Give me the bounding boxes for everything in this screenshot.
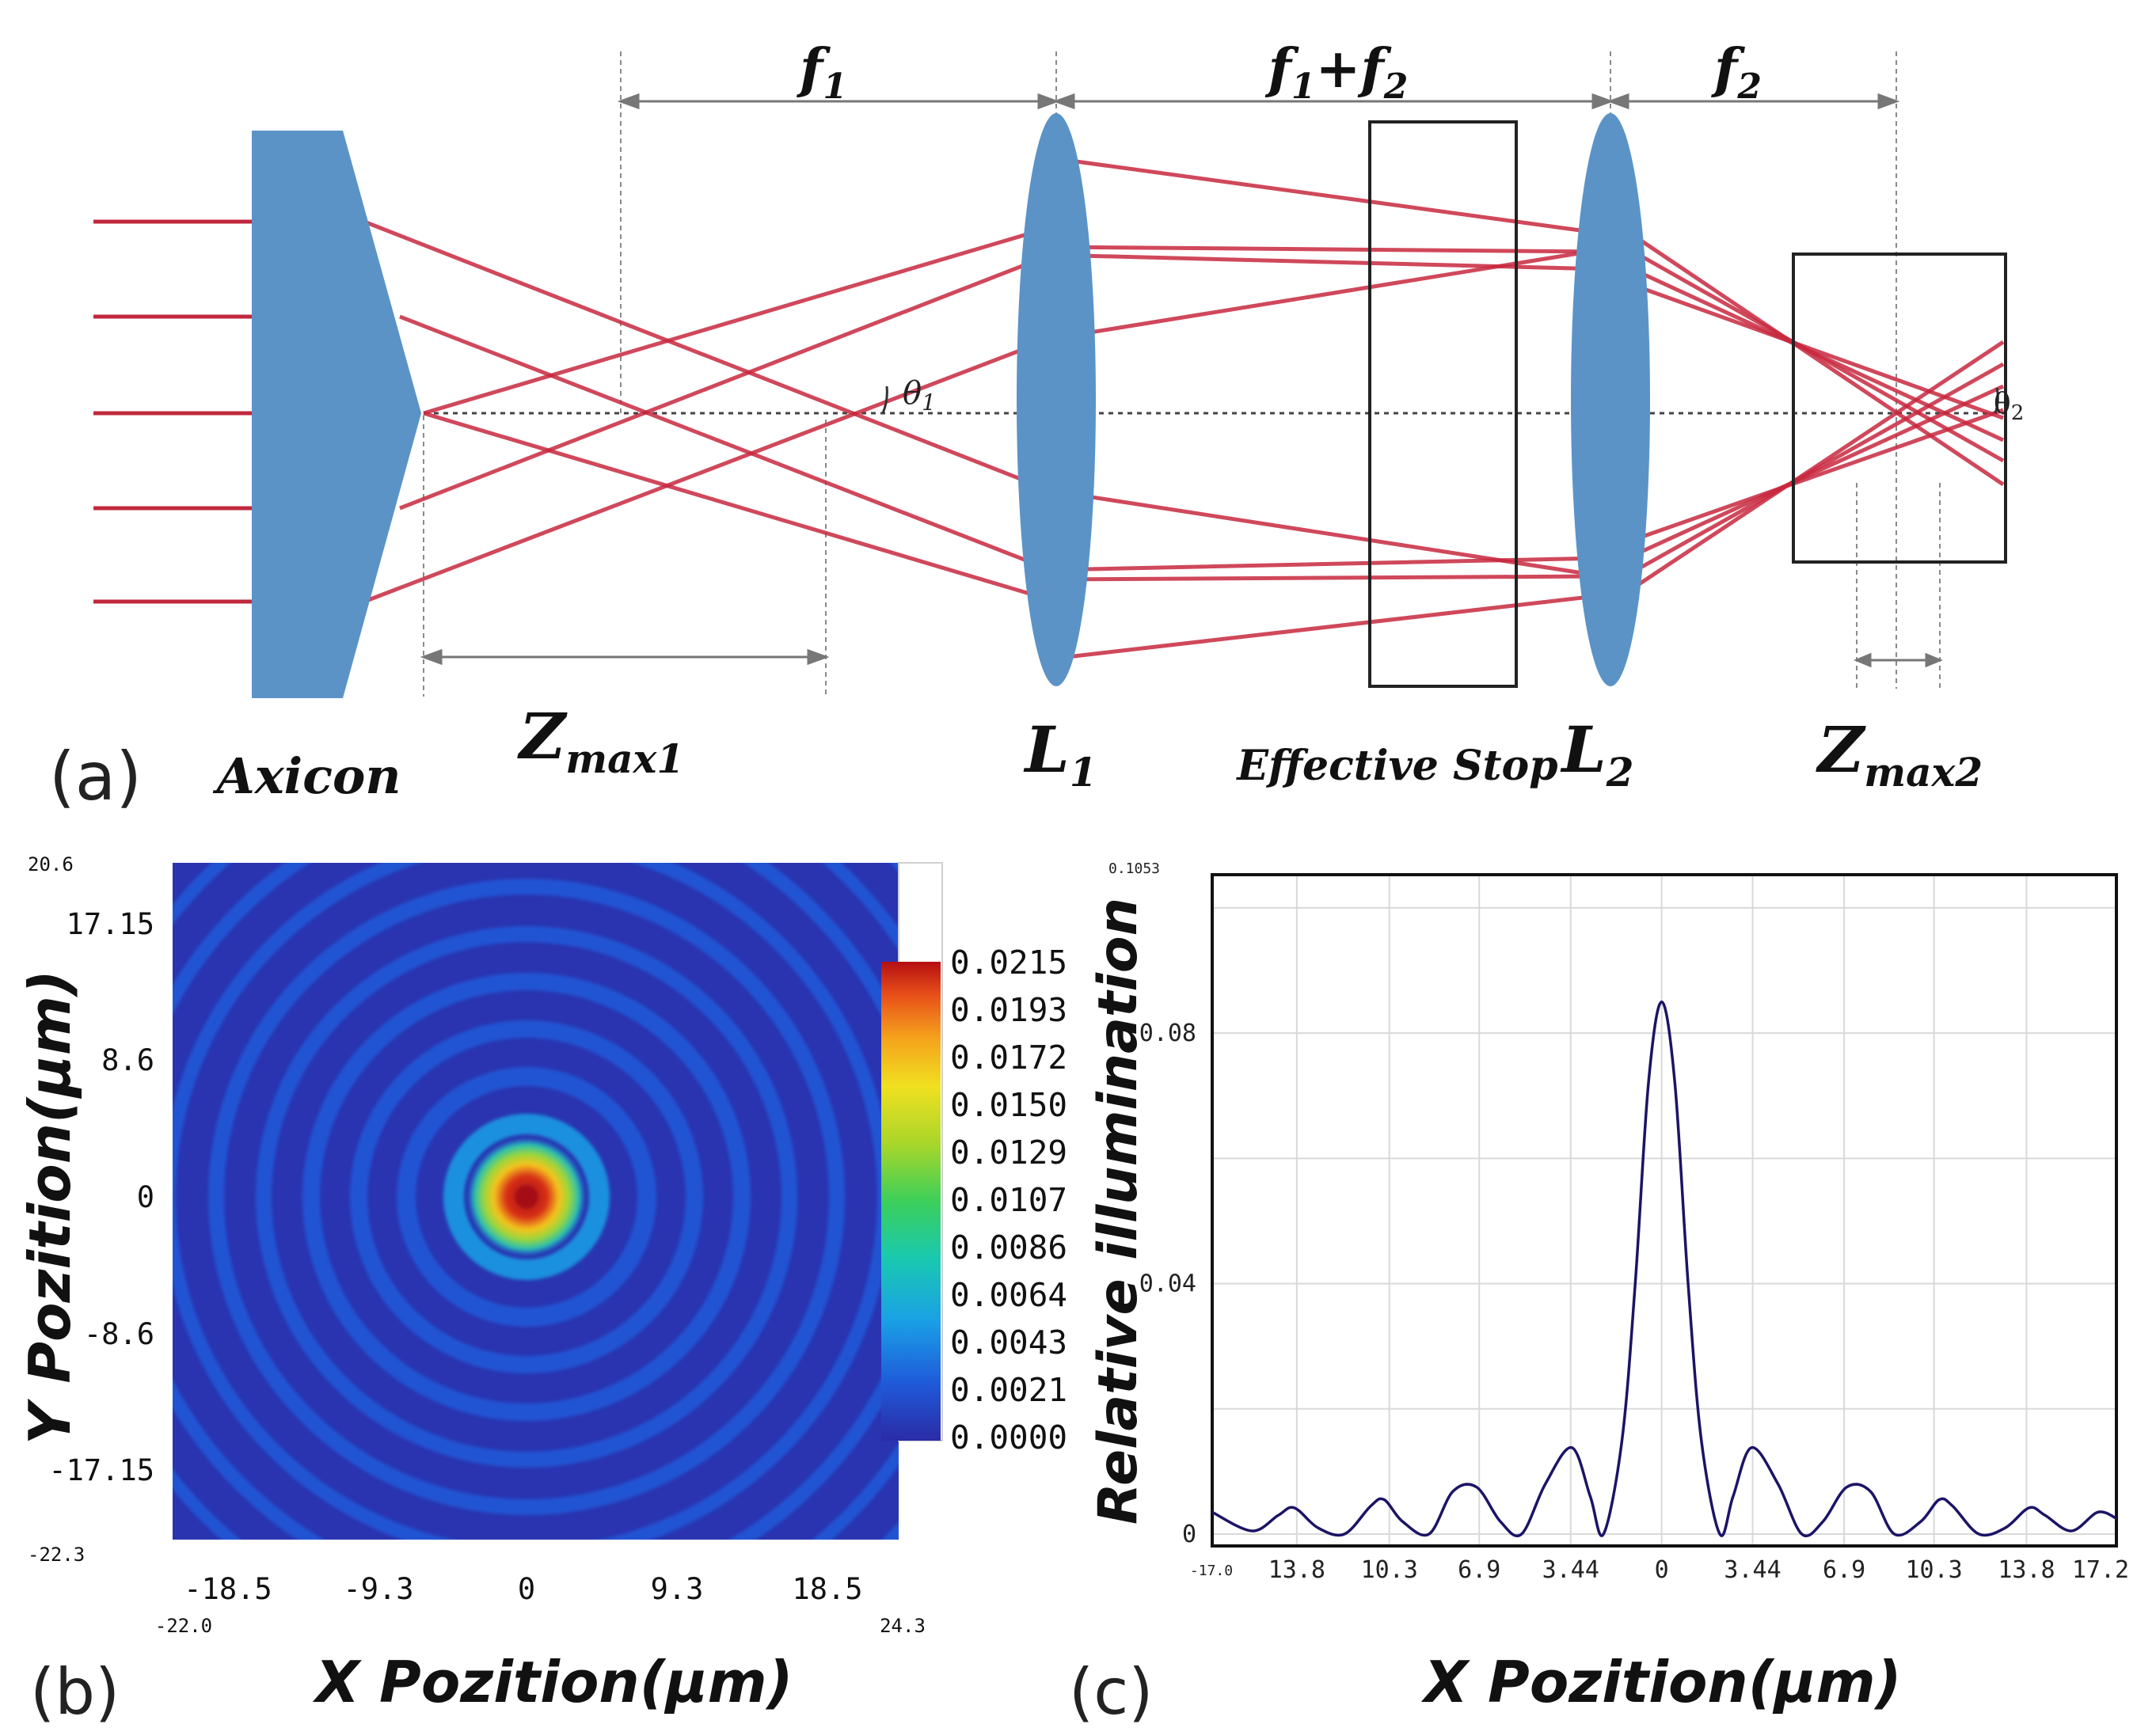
intensity-ring: [443, 1114, 610, 1280]
plot-grid: [1212, 875, 2117, 1546]
theta2-label: θ2: [1994, 388, 2024, 425]
x-tick: -9.3: [343, 1572, 413, 1606]
y-tick: 8.6: [101, 1043, 154, 1077]
x-axis-ticks: -18.5 -9.3 0 9.3 18.5 -22.0 24.3: [155, 1572, 926, 1637]
x-tick-label: 3.44: [1542, 1556, 1599, 1584]
panel-b-ylabel: Y Pozition(μm): [17, 970, 83, 1445]
central-peak: [515, 1185, 538, 1209]
zmax1-label: Zmax1: [517, 699, 684, 782]
y-tick-label: 0.04: [1139, 1270, 1196, 1298]
intensity-ring: [256, 926, 797, 1468]
x-ticks: 13.8 10.3 6.9 3.44 0 3.44 6.9 10.3 13.8 17.2: [1268, 1556, 2129, 1584]
colorbar-label: 0.0086: [950, 1229, 1067, 1267]
y-tick-label: 0: [1182, 1521, 1196, 1548]
x-tick: 18.5: [792, 1572, 862, 1606]
intensity-ring: [350, 1020, 703, 1373]
panel-a-label: (a): [49, 738, 142, 815]
colorbar-label: 0.0000: [950, 1418, 1067, 1456]
x-tick: -18.5: [184, 1572, 272, 1606]
x-tick-label: 13.8: [1268, 1556, 1325, 1584]
x-tick-label: 13.8: [1998, 1556, 2055, 1584]
incident-rays: [93, 219, 253, 604]
theta1-label: θ1: [903, 375, 936, 416]
y-axis-ticks: 20.6 17.15 8.6 0 -8.6 -17.15 -22.3: [28, 853, 154, 1566]
x-tick-label: 10.3: [1361, 1556, 1418, 1584]
y-tick: -17.15: [48, 1453, 154, 1487]
x-extent-left: -22.0: [155, 1615, 212, 1637]
colorbar-label: 0.0215: [950, 944, 1067, 982]
y-tick: 0: [137, 1180, 154, 1214]
colorbar-label: 0.0107: [950, 1181, 1067, 1219]
panel-a-optical-diagram: f1 f1+f2 f2 θ1 θ2 (a) Axicon Zmax1 L1 Ef…: [49, 37, 2024, 815]
f2-label: f2: [1711, 37, 1762, 107]
colorbar: [881, 962, 941, 1441]
l2-label: L2: [1560, 712, 1633, 796]
panel-b-xlabel: X Pozition(μm): [312, 1649, 793, 1715]
x-tick-label: 10.3: [1905, 1556, 1962, 1584]
f1-label: f1: [797, 37, 847, 107]
intensity-ring: [208, 879, 845, 1515]
panel-b-intensity-map: 0.0215 0.0193 0.0172 0.0150 0.0129 0.010…: [17, 853, 1067, 1728]
effective-stop-box: [1368, 120, 1518, 688]
y-ticks: 0 0.04 0.08: [1139, 1020, 1196, 1548]
colorbar-label: 0.0043: [950, 1324, 1067, 1362]
lens-l2: [1571, 113, 1650, 686]
colorbar-label: 0.0193: [950, 991, 1067, 1029]
colorbar-label: 0.0172: [950, 1039, 1067, 1077]
x-tick-label: 6.9: [1823, 1556, 1865, 1584]
plot-frame: [1211, 873, 2118, 1548]
x-min-label: -17.0: [1190, 1563, 1233, 1579]
x-extent-right: 24.3: [880, 1615, 926, 1637]
relayed-rays: [363, 156, 2005, 661]
l1-label: L1: [1023, 712, 1097, 796]
panel-c-xlabel: X Pozition(μm): [1420, 1649, 1901, 1715]
zmax2-region-box: [1792, 253, 2007, 564]
zmax2-label: Zmax2: [1816, 712, 1983, 796]
x-tick: 9.3: [651, 1572, 704, 1606]
intensity-ring: [397, 1067, 656, 1327]
dimension-arrows: [420, 93, 1943, 668]
y-extent-bottom: -22.3: [28, 1544, 85, 1566]
panel-c-line-chart: 13.8 10.3 6.9 3.44 0 3.44 6.9 10.3 13.8 17.2 0 0.0…: [1069, 860, 2129, 1728]
dimension-guides: [423, 51, 1941, 697]
x-tick-label: 0: [1655, 1556, 1669, 1584]
colorbar-labels: 0.0215 0.0193 0.0172 0.0150 0.0129 0.010…: [950, 944, 1067, 1456]
x-tick-label: 3.44: [1724, 1556, 1781, 1584]
y-max-label: 0.1053: [1108, 860, 1160, 877]
y-tick: -8.6: [84, 1317, 154, 1351]
x-tick-label: 17.2: [2072, 1556, 2129, 1584]
intensity-ring: [302, 973, 751, 1421]
y-tick: 17.15: [67, 907, 154, 941]
panel-c-label: (c): [1069, 1655, 1153, 1728]
axicon-label: Axicon: [213, 747, 401, 805]
panel-b-label: (b): [30, 1655, 120, 1728]
colorbar-label: 0.0021: [950, 1371, 1067, 1409]
illumination-curve: [1212, 1000, 2116, 1538]
axicon-prism: [252, 131, 421, 698]
lens-l1: [1017, 113, 1096, 686]
colorbar-label: 0.0129: [950, 1134, 1067, 1172]
y-extent-top: 20.6: [28, 853, 74, 875]
effective-stop-label: Effective Stop: [1235, 742, 1557, 790]
colorbar-label: 0.0150: [950, 1086, 1067, 1124]
theta1-arc: [881, 385, 888, 414]
y-tick-label: 0.08: [1139, 1020, 1196, 1047]
x-tick: 0: [518, 1572, 535, 1606]
x-tick-label: 6.9: [1458, 1556, 1500, 1584]
plot-area: [1212, 875, 2116, 1546]
f1-plus-f2-label: f1+f2: [1265, 37, 1409, 107]
theta2-arc: [1994, 387, 1999, 414]
panel-c-ylabel: Relative illumination: [1087, 898, 1150, 1525]
colorbar-label: 0.0064: [950, 1276, 1067, 1314]
